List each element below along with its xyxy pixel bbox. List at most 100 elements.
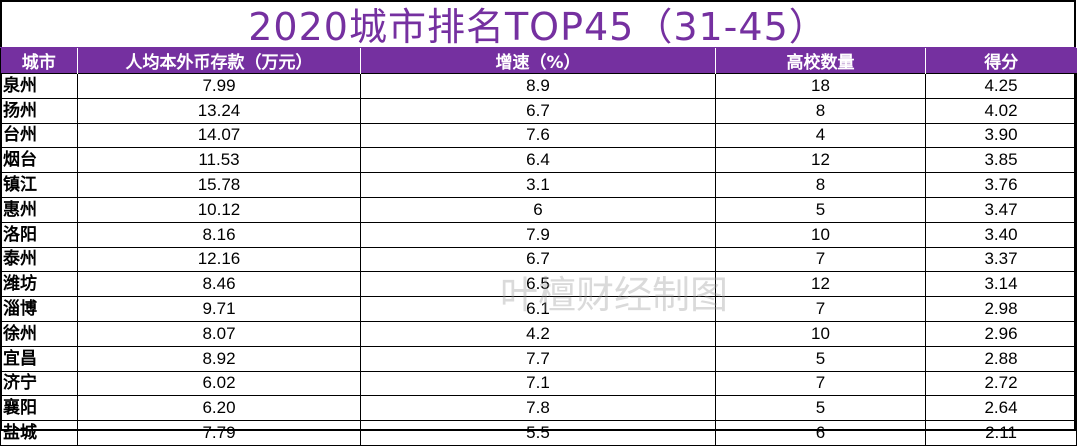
cell-growth: 6.7 — [360, 97, 716, 124]
cell-deposit: 8.07 — [77, 320, 361, 347]
cell-universities: 12 — [715, 271, 926, 298]
table-row: 扬州 13.24 6.7 8 4.02 — [0, 97, 1077, 124]
table-row: 济宁 6.02 7.1 7 2.72 — [0, 370, 1077, 397]
cell-score: 4.02 — [925, 97, 1077, 124]
cell-deposit: 7.79 — [77, 420, 361, 446]
cell-universities: 10 — [715, 221, 926, 248]
cell-deposit: 14.07 — [77, 122, 361, 149]
cell-city: 洛阳 — [0, 221, 78, 248]
header-city: 城市 — [0, 48, 78, 74]
header-growth: 增速（%） — [360, 48, 716, 74]
header-row: 城市 人均本外币存款（万元） 增速（%） 高校数量 得分 — [0, 48, 1077, 74]
cell-city: 盐城 — [0, 420, 78, 446]
cell-city: 泰州 — [0, 246, 78, 273]
cell-deposit: 13.24 — [77, 97, 361, 124]
cell-growth: 3.1 — [360, 172, 716, 198]
cell-growth: 6.5 — [360, 271, 716, 298]
cell-growth: 7.1 — [360, 370, 716, 397]
cell-deposit: 6.20 — [77, 395, 361, 422]
ranking-table: 城市 人均本外币存款（万元） 增速（%） 高校数量 得分 泉州 7.99 8.9 18… — [0, 48, 1077, 446]
cell-universities: 4 — [715, 122, 926, 149]
cell-deposit: 10.12 — [77, 196, 361, 223]
cell-growth: 7.6 — [360, 122, 716, 149]
table-row: 惠州 10.12 6 5 3.47 — [0, 196, 1077, 223]
cell-score: 3.37 — [925, 246, 1077, 273]
cell-universities: 12 — [715, 147, 926, 174]
header-score: 得分 — [925, 48, 1077, 74]
cell-city: 徐州 — [0, 320, 78, 347]
table-body: 泉州 7.99 8.9 18 4.25 扬州 13.24 6.7 8 4.02 台州 14.07 7.6… — [0, 73, 1077, 446]
header-universities: 高校数量 — [715, 48, 926, 74]
cell-growth: 6.4 — [360, 147, 716, 174]
cell-deposit: 15.78 — [77, 172, 361, 198]
table-row: 盐城 7.79 5.5 6 2.11 — [0, 420, 1077, 446]
table-row: 烟台 11.53 6.4 12 3.85 — [0, 147, 1077, 174]
cell-growth: 8.9 — [360, 73, 716, 99]
cell-score: 3.14 — [925, 271, 1077, 298]
cell-score: 3.85 — [925, 147, 1077, 174]
cell-universities: 7 — [715, 296, 926, 322]
cell-score: 2.98 — [925, 296, 1077, 322]
table-row: 泰州 12.16 6.7 7 3.37 — [0, 246, 1077, 273]
table-header: 城市 人均本外币存款（万元） 增速（%） 高校数量 得分 — [0, 48, 1077, 74]
cell-growth: 7.8 — [360, 395, 716, 422]
cell-universities: 6 — [715, 420, 926, 446]
cell-universities: 18 — [715, 73, 926, 99]
cell-score: 3.40 — [925, 221, 1077, 248]
cell-city: 烟台 — [0, 147, 78, 174]
table-row: 台州 14.07 7.6 4 3.90 — [0, 122, 1077, 149]
table-row: 襄阳 6.20 7.8 5 2.64 — [0, 395, 1077, 422]
table-row: 洛阳 8.16 7.9 10 3.40 — [0, 221, 1077, 248]
cell-deposit: 12.16 — [77, 246, 361, 273]
cell-universities: 7 — [715, 246, 926, 273]
header-deposit: 人均本外币存款（万元） — [77, 48, 361, 74]
cell-city: 济宁 — [0, 370, 78, 397]
cell-score: 3.76 — [925, 172, 1077, 198]
cell-deposit: 8.92 — [77, 345, 361, 372]
table-row: 淄博 9.71 6.1 7 2.98 — [0, 296, 1077, 322]
cell-city: 襄阳 — [0, 395, 78, 422]
cell-deposit: 6.02 — [77, 370, 361, 397]
cell-universities: 5 — [715, 395, 926, 422]
cell-universities: 7 — [715, 370, 926, 397]
cell-growth: 6.7 — [360, 246, 716, 273]
cell-city: 惠州 — [0, 196, 78, 223]
table-row: 宜昌 8.92 7.7 5 2.88 — [0, 345, 1077, 372]
table-row: 泉州 7.99 8.9 18 4.25 — [0, 73, 1077, 99]
cell-deposit: 9.71 — [77, 296, 361, 322]
cell-score: 4.25 — [925, 73, 1077, 99]
cell-score: 2.72 — [925, 370, 1077, 397]
cell-deposit: 8.16 — [77, 221, 361, 248]
cell-score: 2.96 — [925, 320, 1077, 347]
cell-growth: 7.9 — [360, 221, 716, 248]
cell-growth: 7.7 — [360, 345, 716, 372]
cell-score: 3.90 — [925, 122, 1077, 149]
cell-universities: 10 — [715, 320, 926, 347]
cell-growth: 4.2 — [360, 320, 716, 347]
table-row: 徐州 8.07 4.2 10 2.96 — [0, 320, 1077, 347]
cell-deposit: 11.53 — [77, 147, 361, 174]
cell-deposit: 8.46 — [77, 271, 361, 298]
cell-deposit: 7.99 — [77, 73, 361, 99]
cell-city: 镇江 — [0, 172, 78, 198]
cell-universities: 5 — [715, 196, 926, 223]
cell-universities: 8 — [715, 97, 926, 124]
cell-growth: 5.5 — [360, 420, 716, 446]
cell-universities: 5 — [715, 345, 926, 372]
cell-city: 扬州 — [0, 97, 78, 124]
table-row: 潍坊 8.46 6.5 12 3.14 — [0, 271, 1077, 298]
cell-universities: 8 — [715, 172, 926, 198]
cell-city: 宜昌 — [0, 345, 78, 372]
cell-score: 3.47 — [925, 196, 1077, 223]
cell-score: 2.88 — [925, 345, 1077, 372]
page-title: 2020城市排名TOP45（31-45） — [0, 0, 1076, 49]
cell-growth: 6 — [360, 196, 716, 223]
cell-city: 潍坊 — [0, 271, 78, 298]
cell-city: 淄博 — [0, 296, 78, 322]
cell-city: 台州 — [0, 122, 78, 149]
cell-city: 泉州 — [0, 73, 78, 99]
table-row: 镇江 15.78 3.1 8 3.76 — [0, 172, 1077, 198]
cell-score: 2.11 — [925, 420, 1077, 446]
cell-score: 2.64 — [925, 395, 1077, 422]
cell-growth: 6.1 — [360, 296, 716, 322]
